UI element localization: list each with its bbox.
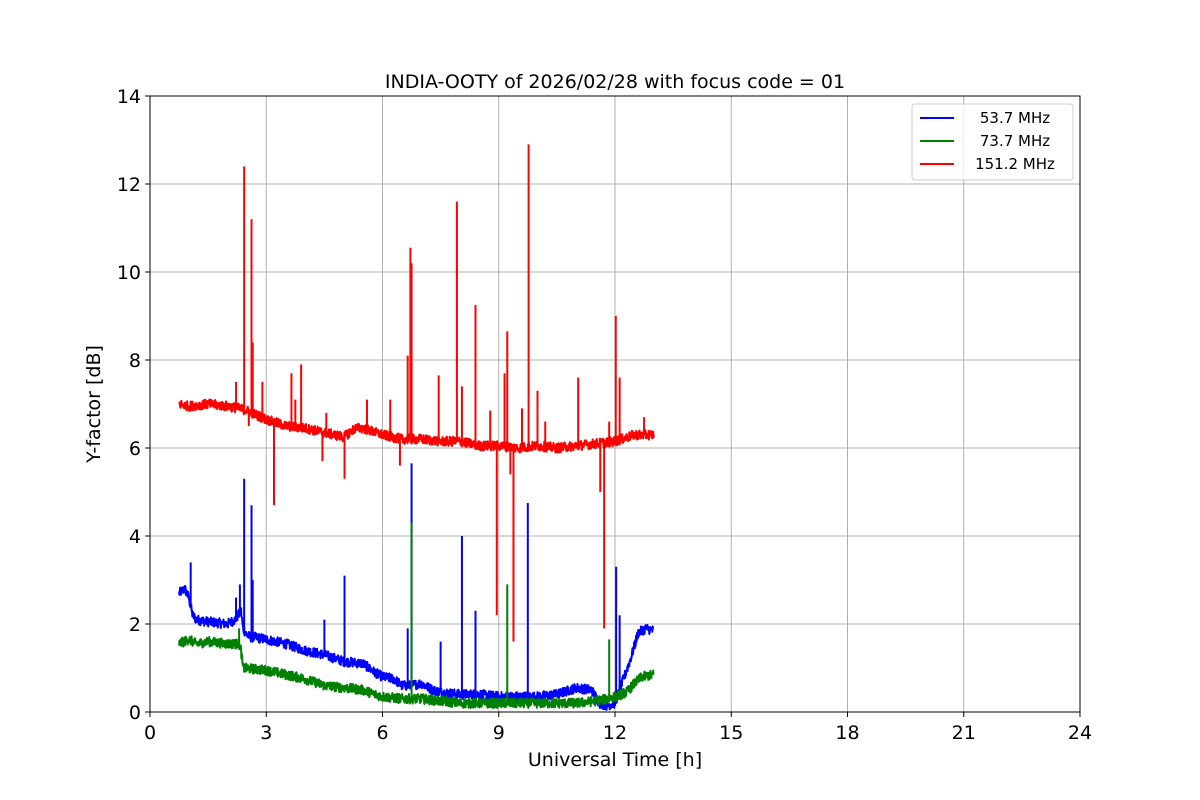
y-axis-label: Y-factor [dB] [83,345,105,464]
x-tick-label: 12 [603,722,627,744]
series-layer [178,144,655,711]
series-line [178,635,655,709]
x-tick-label: 0 [144,722,156,744]
legend-box [911,103,1074,181]
y-tick-label: 4 [129,526,141,548]
y-tick-label: 0 [129,702,141,724]
legend: 53.7 MHz 73.7 MHz 151.2 MHz [911,103,1074,181]
y-tick-label: 12 [117,174,141,196]
y-tick-label: 6 [129,438,141,460]
legend-label: 151.2 MHz [975,155,1055,173]
series-line [178,398,655,454]
legend-label: 53.7 MHz [980,109,1050,127]
series-1 [178,522,655,709]
x-tick-label: 21 [952,722,976,744]
x-axis: 0 3 6 9 12 15 18 21 24 [144,712,1092,744]
y-tick-label: 10 [117,262,141,284]
x-tick-label: 3 [260,722,272,744]
y-tick-label: 2 [129,614,141,636]
y-axis: 0 2 4 6 8 10 12 14 [117,86,150,724]
y-tick-label: 14 [117,86,141,108]
x-tick-label: 15 [719,722,743,744]
y-tick-label: 8 [129,350,141,372]
x-tick-label: 24 [1068,722,1092,744]
chart-title: INDIA-OOTY of 2026/02/28 with focus code… [385,71,845,93]
x-tick-label: 18 [835,722,859,744]
series-line [178,584,655,711]
series-2 [178,144,655,642]
x-axis-label: Universal Time [h] [528,749,702,771]
legend-label: 73.7 MHz [980,132,1050,150]
x-tick-label: 6 [376,722,388,744]
x-tick-label: 9 [493,722,505,744]
